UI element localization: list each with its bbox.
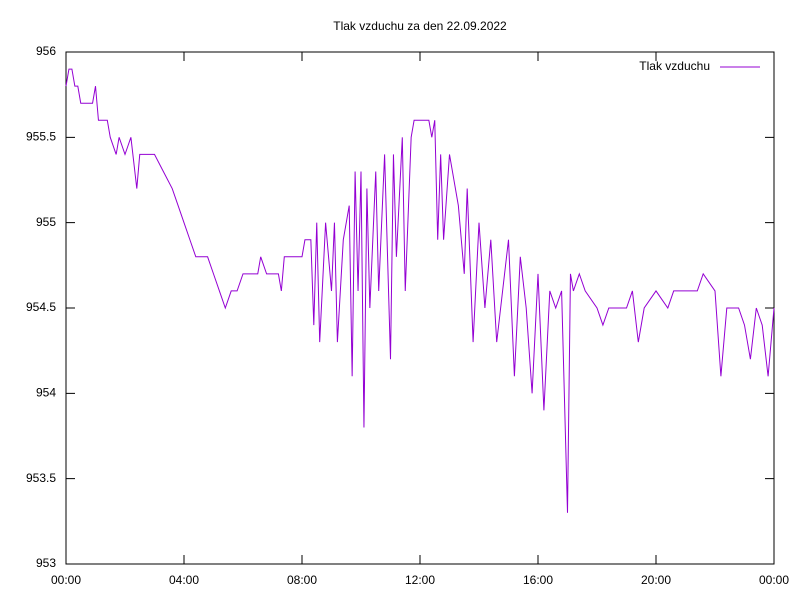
y-tick-label: 955.5: [26, 130, 56, 144]
x-tick-label: 00:00: [759, 573, 789, 587]
legend-label: Tlak vzduchu: [639, 59, 710, 73]
y-tick-label: 954: [36, 386, 56, 400]
x-tick-label: 00:00: [51, 573, 81, 587]
x-tick-label: 12:00: [405, 573, 435, 587]
y-tick-label: 955: [36, 215, 56, 229]
x-tick-label: 16:00: [523, 573, 553, 587]
chart-title: Tlak vzduchu za den 22.09.2022: [333, 19, 507, 33]
x-tick-label: 20:00: [641, 573, 671, 587]
line: [65, 68, 775, 513]
x-tick-label: 04:00: [169, 573, 199, 587]
x-tick-label: 08:00: [287, 573, 317, 587]
y-tick-label: 954.5: [26, 300, 56, 314]
y-tick-label: 953: [36, 556, 56, 570]
y-tick-label: 956: [36, 44, 56, 58]
y-tick-label: 953.5: [26, 471, 56, 485]
